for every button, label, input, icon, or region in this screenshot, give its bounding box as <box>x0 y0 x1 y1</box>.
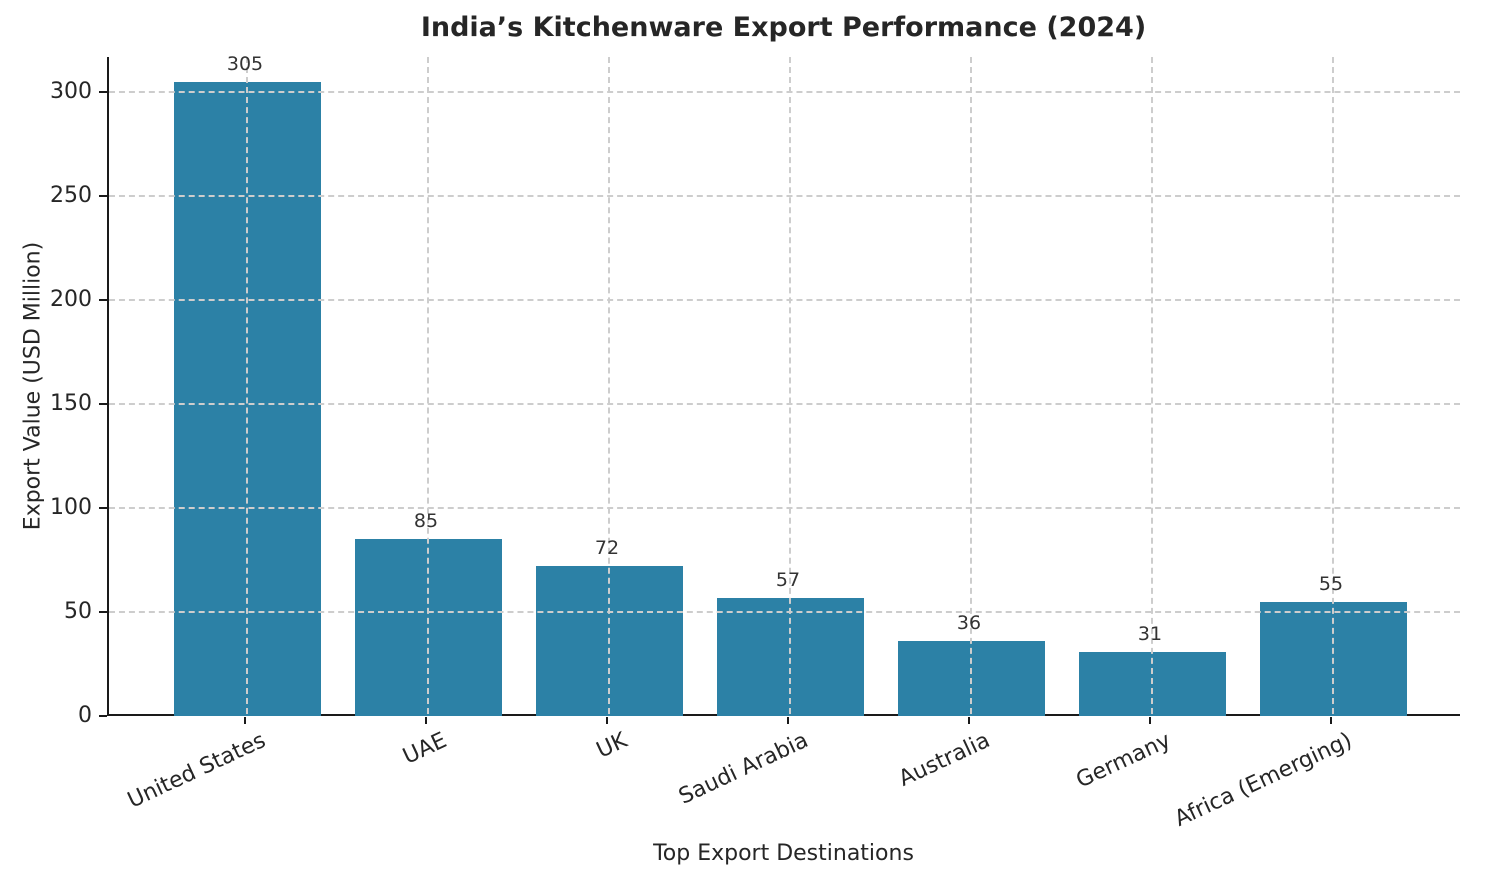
gridline-vertical <box>1332 57 1334 714</box>
y-tick-mark <box>99 715 107 717</box>
x-tick-mark <box>425 717 427 724</box>
gridline-vertical <box>970 57 972 714</box>
gridline-horizontal <box>109 507 1460 510</box>
y-tick-label: 150 <box>50 391 92 417</box>
y-tick-mark <box>99 91 107 94</box>
x-axis-label: Top Export Destinations <box>653 841 914 866</box>
gridline-horizontal <box>109 91 1460 94</box>
y-tick-label: 250 <box>50 183 92 209</box>
x-tick-mark <box>244 717 246 724</box>
y-axis-label: Export Value (USD Million) <box>20 241 46 531</box>
y-tick-mark <box>99 507 107 510</box>
x-tick-mark <box>787 717 789 724</box>
bar-value-label: 31 <box>1137 622 1163 645</box>
bar-value-label: 72 <box>594 537 620 560</box>
chart-title: India’s Kitchenware Export Performance (… <box>420 12 1147 43</box>
bar-value-label: 36 <box>956 612 982 635</box>
gridline-horizontal <box>109 195 1460 198</box>
y-tick-label: 300 <box>50 79 92 105</box>
gridline-vertical <box>608 57 610 714</box>
y-tick-mark <box>99 299 107 302</box>
y-tick-mark <box>99 195 107 198</box>
x-category-label: UK <box>593 728 632 764</box>
x-tick-mark <box>606 717 608 724</box>
gridline-horizontal <box>109 611 1460 614</box>
bar-value-label: 55 <box>1318 572 1344 595</box>
x-tick-mark <box>1330 717 1332 724</box>
y-tick-label: 0 <box>78 703 92 728</box>
y-tick-label: 100 <box>50 495 92 521</box>
gridline-horizontal <box>109 403 1460 406</box>
bar-value-label: 85 <box>413 510 439 533</box>
bar-value-label: 305 <box>226 52 264 75</box>
x-category-label: Germany <box>1072 728 1175 794</box>
gridline-vertical <box>246 57 248 714</box>
x-category-label: Australia <box>894 728 994 792</box>
y-tick-label: 200 <box>50 287 92 313</box>
x-tick-mark <box>1149 717 1151 724</box>
x-tick-mark <box>968 717 970 724</box>
x-category-label: United States <box>123 728 270 814</box>
y-tick-mark <box>99 403 107 406</box>
x-category-label: Saudi Arabia <box>675 728 813 810</box>
gridline-vertical <box>1151 57 1153 714</box>
gridline-horizontal <box>109 299 1460 302</box>
gridline-vertical <box>427 57 429 714</box>
x-category-label: UAE <box>399 728 451 770</box>
gridline-vertical <box>789 57 791 714</box>
bar-value-label: 57 <box>775 568 801 591</box>
x-category-label: Africa (Emerging) <box>1170 728 1356 832</box>
plot-area <box>107 57 1460 716</box>
y-tick-mark <box>99 611 107 614</box>
y-tick-label: 50 <box>64 599 92 625</box>
